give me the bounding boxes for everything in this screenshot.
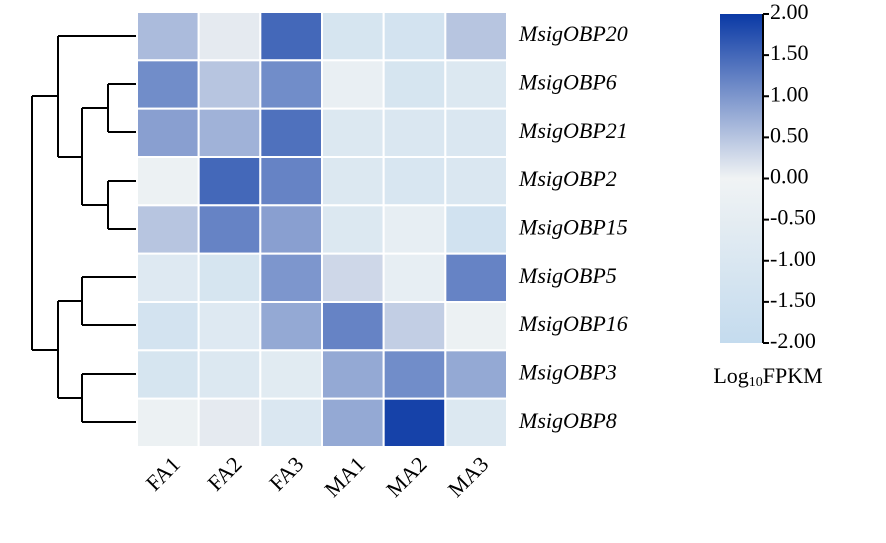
cell [259,252,324,304]
cell [382,349,447,400]
colorbar-tick-label: 1.00 [770,81,809,106]
row-label: MsigOBP8 [518,408,617,433]
column-label: MA2 [381,451,432,502]
cell [321,59,385,110]
cell [197,397,262,448]
cell [197,156,262,207]
label-part: Log [713,363,748,388]
cell [444,204,509,255]
row-label: MsigOBP5 [518,263,617,288]
cell [259,59,324,110]
colorbar [720,14,763,343]
cell [197,301,262,352]
cell [321,156,385,207]
cell [259,11,324,62]
row-label: MsigOBP15 [518,215,628,240]
cell [321,11,385,62]
label-part: FPKM [763,363,823,388]
row-label: MsigOBP6 [518,70,617,95]
cell [444,349,509,400]
row-label: MsigOBP3 [518,360,617,385]
cell [259,301,324,352]
cell [321,107,385,158]
cell [321,349,385,400]
column-label: MA3 [443,451,494,502]
cell [382,301,447,352]
cell [197,204,262,255]
row-label: MsigOBP20 [518,21,628,46]
cell [321,397,385,448]
column-label: FA3 [264,451,308,495]
colorbar-tick-label: -1.00 [770,246,816,271]
colorbar-tick-label: -1.50 [770,287,816,312]
cell [259,397,324,448]
column-label: FA1 [141,451,185,495]
cell [382,11,447,62]
cell [136,252,200,304]
colorbar-tick-label: 0.00 [770,164,809,189]
cell [444,397,509,448]
colorbar-tick-label: 0.50 [770,122,809,147]
cell [197,59,262,110]
row-label: MsigOBP16 [518,311,628,336]
cell [444,156,509,207]
cell [197,252,262,304]
cell [259,204,324,255]
cell [136,156,200,207]
cell [444,252,509,304]
row-label: MsigOBP21 [518,118,628,143]
colorbar-tick-label: 1.50 [770,40,809,65]
colorbar-tick-label: -0.50 [770,205,816,230]
colorbar-label: Log10FPKM [713,363,822,390]
cell [382,107,447,158]
cell [321,301,385,352]
cell [444,11,509,62]
column-label: MA1 [319,451,370,502]
cell [136,204,200,255]
cell [197,11,262,62]
colorbar-tick-label: 2.00 [770,0,809,24]
dendrogram [31,35,137,423]
cell [382,59,447,110]
cell [382,397,447,448]
cell [197,107,262,158]
cell [382,204,447,255]
cell [444,301,509,352]
cell [136,397,200,448]
cell [136,349,200,400]
cell [259,349,324,400]
row-label: MsigOBP2 [518,166,617,191]
cell [136,107,200,158]
colorbar-tick-label: -2.00 [770,328,816,353]
cell [197,349,262,400]
cell [444,107,509,158]
label-sub: 10 [749,375,763,390]
cell [259,156,324,207]
cell [136,11,200,62]
cell [321,252,385,304]
cell [136,59,200,110]
cell [382,252,447,304]
cell [136,301,200,352]
cell [259,107,324,158]
cell [382,156,447,207]
column-label: FA2 [202,451,246,495]
cell [321,204,385,255]
cell [444,59,509,110]
